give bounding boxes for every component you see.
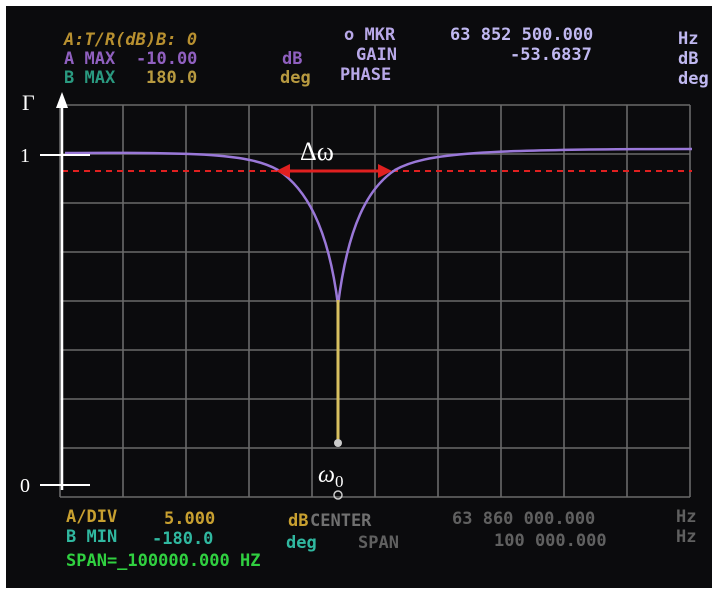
span: SPAN bbox=[358, 533, 399, 553]
center-value: 63 860 000.000 bbox=[452, 509, 595, 529]
footer: A/DIV 5.000 dB B MIN -180.0 deg SPAN=_10… bbox=[66, 507, 696, 571]
level-zero: 0 bbox=[20, 475, 30, 497]
a-max: A MAX bbox=[64, 49, 116, 69]
level-one: 1 bbox=[20, 145, 30, 167]
omega: ω bbox=[318, 462, 335, 488]
span-unit: Hz bbox=[676, 527, 696, 547]
b-max: B MAX bbox=[64, 68, 116, 88]
gain-unit: dB bbox=[678, 49, 698, 69]
a-max-unit: dB bbox=[282, 49, 302, 69]
center: CENTER bbox=[310, 511, 372, 531]
marker-dot bbox=[334, 439, 342, 447]
marker: o MKR bbox=[344, 25, 396, 45]
gain-value: -53.6837 bbox=[510, 45, 592, 65]
b-min: B MIN bbox=[66, 527, 117, 547]
b-max-value: 180.0 bbox=[146, 68, 197, 88]
b-min-unit: deg bbox=[286, 533, 317, 553]
span-setting: SPAN=_100000.000 HZ bbox=[66, 551, 260, 571]
b-max-unit: deg bbox=[280, 68, 311, 88]
a-div-unit: dB bbox=[288, 511, 308, 531]
gamma-label: Γ bbox=[22, 90, 35, 115]
header: A:T/R(dB)B: 0 A MAX -10.00 dB B MAX 180.… bbox=[63, 25, 709, 89]
b-min-value: -180.0 bbox=[152, 529, 213, 549]
bandwidth-label: Δω bbox=[300, 137, 334, 166]
marker-dot bbox=[333, 490, 343, 500]
center-unit: Hz bbox=[676, 507, 696, 527]
phase-unit: deg bbox=[678, 69, 709, 89]
response-curve bbox=[64, 147, 693, 306]
marker-frequency-unit: Hz bbox=[678, 29, 698, 49]
gamma-axis bbox=[40, 92, 90, 490]
phase: PHASE bbox=[340, 65, 391, 85]
a-max-value: -10.00 bbox=[136, 49, 197, 69]
a-div-value: 5.000 bbox=[164, 509, 215, 529]
display bbox=[6, 6, 712, 588]
gain: GAIN bbox=[356, 45, 397, 65]
a-div: A/DIV bbox=[66, 507, 117, 527]
omega-subscript: 0 bbox=[335, 472, 344, 491]
marker-frequency: 63 852 500.000 bbox=[450, 25, 593, 45]
span-value: 100 000.000 bbox=[494, 531, 607, 551]
bandwidth-arrow bbox=[276, 164, 392, 178]
channel: A:T/R(dB)B: 0 bbox=[63, 30, 197, 50]
resonance-label: ω0 bbox=[318, 462, 343, 491]
